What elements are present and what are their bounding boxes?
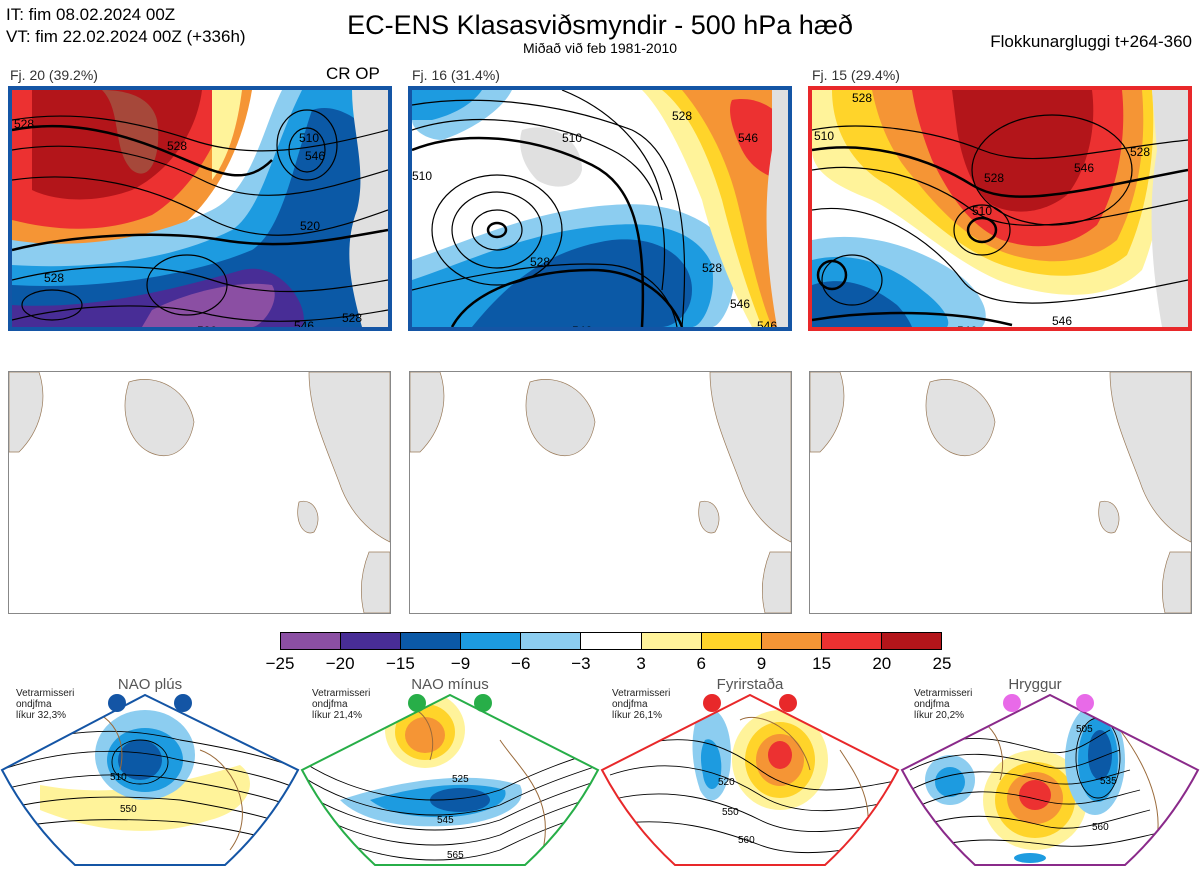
contour-label: 528	[167, 139, 187, 153]
contour-label: 528	[852, 91, 872, 105]
contour-label: 545	[437, 815, 454, 826]
contour-label: 510	[412, 169, 432, 183]
colorbar-tick-label: 3	[636, 654, 646, 673]
contour-label: 528	[984, 171, 1004, 185]
contour-label: 546	[1052, 314, 1072, 327]
colorbar-tick-label: −20	[325, 654, 355, 673]
regime-3-dot-left	[703, 694, 721, 712]
colorbar-tick-label: 6	[696, 654, 706, 673]
contour-label: 525	[452, 774, 469, 785]
colorbar-ticks: −25 −20 −15 −9 −6 −3 3 6 9 15 20 25	[250, 654, 972, 674]
contour-label: 528	[702, 261, 722, 275]
contour-label: 510	[972, 204, 992, 218]
colorbar-swatch	[881, 633, 942, 649]
regime-2-dot-right	[474, 694, 492, 712]
cluster-3-map: 510 528 510 528 546 528 546 546	[808, 86, 1192, 331]
cluster-1-map: 528 528 510 546 520 528 520 546 528	[8, 86, 392, 331]
colorbar-tick-label: −25	[265, 654, 295, 673]
colorbar-swatch	[641, 633, 702, 649]
regime-3-map: 520 550 560	[602, 695, 898, 865]
contour-label: 510	[299, 131, 319, 145]
contour-label: 550	[120, 804, 137, 815]
colorbar-tick-label: 15	[812, 654, 832, 673]
contour-label: 565	[447, 850, 464, 861]
contour-label: 546	[957, 324, 977, 327]
contour-label: 550	[722, 807, 739, 818]
contour-label: 528	[530, 255, 550, 269]
regime-1-title: NAO plús	[117, 676, 183, 693]
regime-4-title: Hryggur	[1008, 676, 1062, 693]
contour-label: 546	[738, 131, 758, 145]
regime-4-dot-right	[1076, 694, 1094, 712]
contour-label: 528	[14, 117, 34, 131]
cluster-2-label: Fj. 16 (31.4%)	[412, 67, 500, 83]
contour-label: 535	[1100, 776, 1117, 787]
contour-label: 510	[562, 131, 582, 145]
contour-label: 520	[300, 219, 320, 233]
basemap-1	[8, 371, 391, 614]
colorbar-tick-label: 9	[756, 654, 767, 673]
contour-label: 505	[1076, 724, 1093, 735]
colorbar-swatch	[341, 633, 402, 649]
colorbar-tick-label: −3	[571, 654, 591, 673]
valid-time: VT: fim 22.02.2024 00Z (+336h)	[6, 27, 246, 46]
contour-label: 546	[757, 319, 777, 327]
colorbar-swatch	[701, 633, 762, 649]
page-subtitle: Miðað við feb 1981-2010	[522, 40, 678, 56]
contour-label: 510	[814, 129, 834, 143]
colorbar-swatch	[401, 633, 462, 649]
contour-label: 528	[1130, 145, 1150, 159]
colorbar-swatch	[581, 633, 642, 649]
regime-2-map: 525 545 565	[302, 695, 598, 865]
contour-label: 528	[672, 109, 692, 123]
colorbar-swatch	[461, 633, 522, 649]
contour-label: 546	[305, 149, 325, 163]
basemap-2	[409, 371, 792, 614]
classification-window: Flokkunargluggi t+264-360	[990, 32, 1192, 51]
colorbar-swatch	[281, 633, 342, 649]
anomaly-colorbar	[280, 632, 942, 650]
regime-3-title: Fyrirstaða	[716, 676, 784, 693]
colorbar-tick-label: 20	[872, 654, 892, 673]
regime-2-title: NAO mínus	[411, 676, 489, 693]
colorbar-swatch	[761, 633, 822, 649]
contour-label: 520	[197, 324, 217, 327]
contour-label: 546	[572, 324, 592, 327]
contour-label: 510	[110, 772, 127, 783]
cluster-3-label: Fj. 15 (29.4%)	[812, 67, 900, 83]
regime-1-map: 510 550	[2, 695, 298, 865]
regime-1-dot-right	[174, 694, 192, 712]
regime-2-info: Vetrarmisseri ondjfma líkur 21,4%	[312, 688, 371, 721]
regime-3-info: Vetrarmisseri ondjfma líkur 26,1%	[612, 688, 671, 721]
contour-label: 528	[342, 311, 362, 325]
colorbar-tick-label: −9	[450, 654, 471, 673]
cluster-1-label: Fj. 20 (39.2%)	[10, 67, 98, 83]
cluster-2-map: 510 528 528 546 528 546 510 546 546	[408, 86, 792, 331]
colorbar-tick-label: −6	[511, 654, 531, 673]
regime-1-dot-left	[108, 694, 126, 712]
contour-label: 528	[44, 271, 64, 285]
page-title: EC-ENS Klasasviðsmyndir - 500 hPa hæð	[347, 10, 853, 40]
regime-4-map: 505 535 560	[902, 695, 1198, 865]
regime-3-dot-right	[779, 694, 797, 712]
contour-label: 546	[1074, 161, 1094, 175]
regime-2-dot-left	[408, 694, 426, 712]
regime-4-dot-left	[1003, 694, 1021, 712]
contour-label: 560	[738, 835, 755, 846]
colorbar-tick-label: −15	[385, 654, 415, 673]
header-info: IT: fim 08.02.2024 00Z VT: fim 22.02.202…	[6, 4, 246, 48]
contour-label: 546	[294, 319, 314, 327]
colorbar-swatch	[521, 633, 582, 649]
colorbar-tick-label: 25	[932, 654, 952, 673]
cluster-1-badge: CR OP	[326, 64, 380, 83]
regime-maps: 510 550 525 545 565	[0, 693, 1200, 866]
contour-label: 560	[1092, 822, 1109, 833]
regime-1-info: Vetrarmisseri ondjfma líkur 32,3%	[16, 688, 75, 721]
regime-4-info: Vetrarmisseri ondjfma líkur 20,2%	[914, 688, 973, 721]
init-time: IT: fim 08.02.2024 00Z	[6, 5, 176, 24]
contour-label: 546	[730, 297, 750, 311]
basemap-3	[809, 371, 1192, 614]
contour-label: 520	[718, 777, 735, 788]
colorbar-swatch	[821, 633, 882, 649]
